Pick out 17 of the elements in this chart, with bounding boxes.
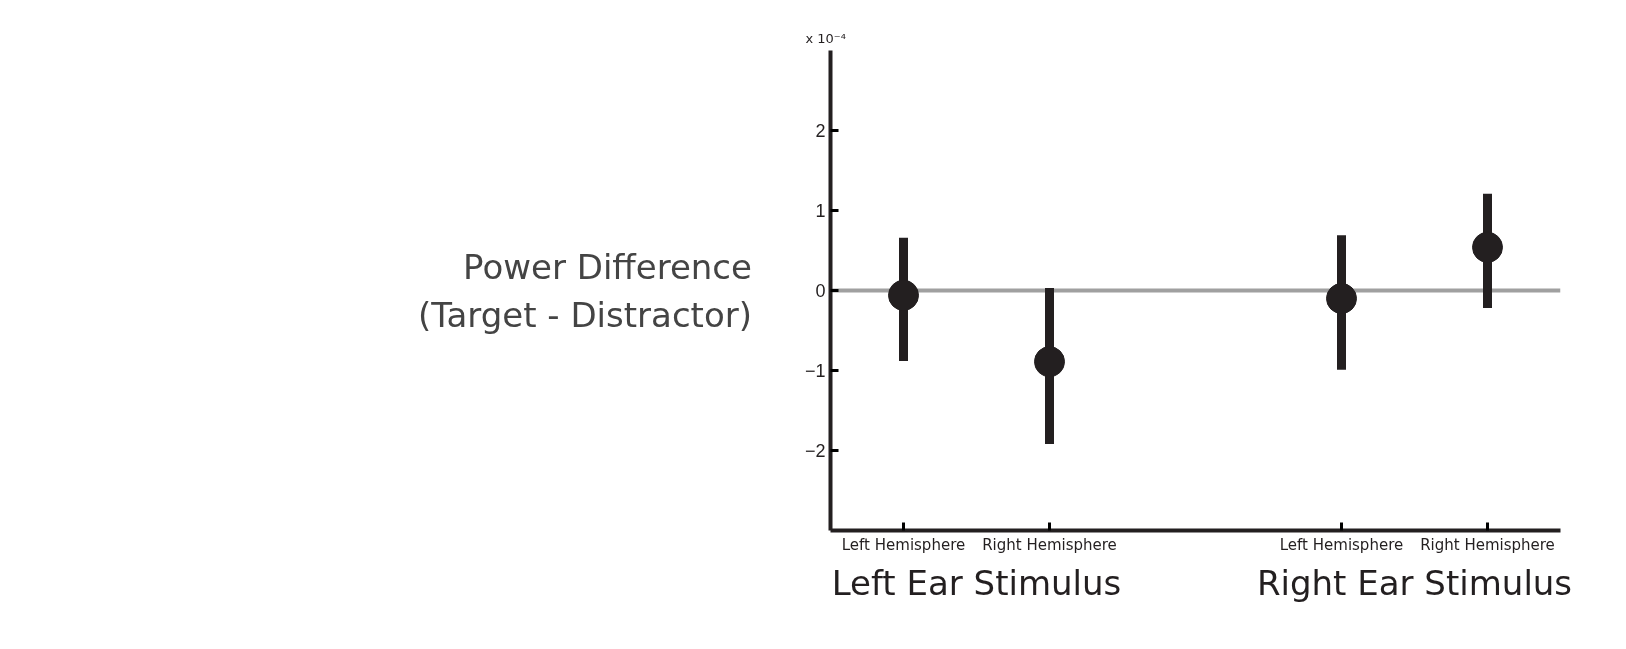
- x-tick-label: Right Hemisphere: [1420, 535, 1555, 554]
- y-tick-label: 2: [815, 121, 826, 141]
- point: [1326, 283, 1357, 314]
- x-tick-label: Right Hemisphere: [982, 535, 1117, 554]
- y-tick-label: 1: [815, 201, 826, 221]
- y-tick-label: −1: [804, 361, 826, 381]
- text: Right Ear Stimulus: [1256, 562, 1573, 603]
- x-tick-label: Left Hemisphere: [1279, 535, 1404, 554]
- point: [888, 279, 919, 311]
- y-tick-label: 0: [815, 281, 826, 301]
- text: x 10⁻⁴: [805, 30, 846, 46]
- point: [1034, 346, 1065, 378]
- text: Left Ear Stimulus: [831, 562, 1122, 603]
- y-tick-label: −2: [804, 441, 826, 461]
- y-axis-title: Power Difference (Target - Distractor): [418, 246, 752, 335]
- x-tick-label: Left Hemisphere: [841, 535, 966, 554]
- point: [1472, 231, 1503, 263]
